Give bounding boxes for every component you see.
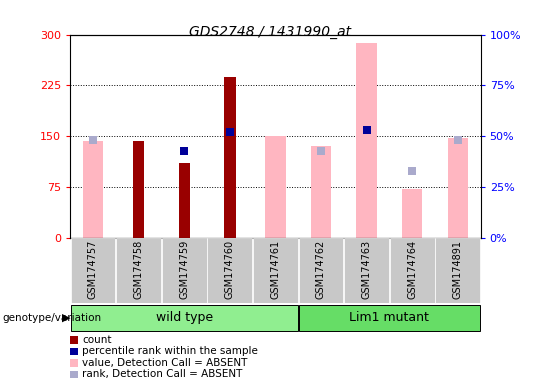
Text: Lim1 mutant: Lim1 mutant [349, 311, 429, 324]
Bar [448, 138, 468, 238]
Text: GSM174757: GSM174757 [88, 240, 98, 300]
FancyBboxPatch shape [162, 238, 206, 303]
Bar [310, 147, 331, 238]
FancyBboxPatch shape [116, 238, 161, 303]
Bar [179, 164, 190, 238]
Text: GSM174759: GSM174759 [179, 240, 189, 299]
Text: rank, Detection Call = ABSENT: rank, Detection Call = ABSENT [82, 369, 242, 379]
FancyBboxPatch shape [207, 238, 252, 303]
Bar [265, 136, 286, 238]
Text: GSM174891: GSM174891 [453, 240, 463, 299]
Text: genotype/variation: genotype/variation [3, 313, 102, 323]
FancyBboxPatch shape [71, 305, 298, 331]
Bar [83, 141, 103, 238]
FancyBboxPatch shape [345, 238, 389, 303]
Text: percentile rank within the sample: percentile rank within the sample [82, 346, 258, 356]
Bar [356, 43, 377, 238]
Text: ▶: ▶ [62, 313, 70, 323]
Text: count: count [82, 335, 112, 345]
Bar [224, 77, 235, 238]
Text: GSM174760: GSM174760 [225, 240, 235, 299]
Text: GSM174762: GSM174762 [316, 240, 326, 299]
Text: GSM174764: GSM174764 [407, 240, 417, 299]
FancyBboxPatch shape [299, 305, 480, 331]
FancyBboxPatch shape [299, 238, 343, 303]
Text: value, Detection Call = ABSENT: value, Detection Call = ABSENT [82, 358, 247, 368]
Text: GSM174758: GSM174758 [133, 240, 144, 299]
Text: GDS2748 / 1431990_at: GDS2748 / 1431990_at [189, 25, 351, 39]
FancyBboxPatch shape [253, 238, 298, 303]
FancyBboxPatch shape [71, 238, 116, 303]
Bar [402, 189, 422, 238]
Text: GSM174763: GSM174763 [362, 240, 372, 299]
Text: GSM174761: GSM174761 [271, 240, 280, 299]
Text: wild type: wild type [156, 311, 213, 324]
FancyBboxPatch shape [435, 238, 480, 303]
FancyBboxPatch shape [390, 238, 435, 303]
Bar [133, 141, 144, 238]
